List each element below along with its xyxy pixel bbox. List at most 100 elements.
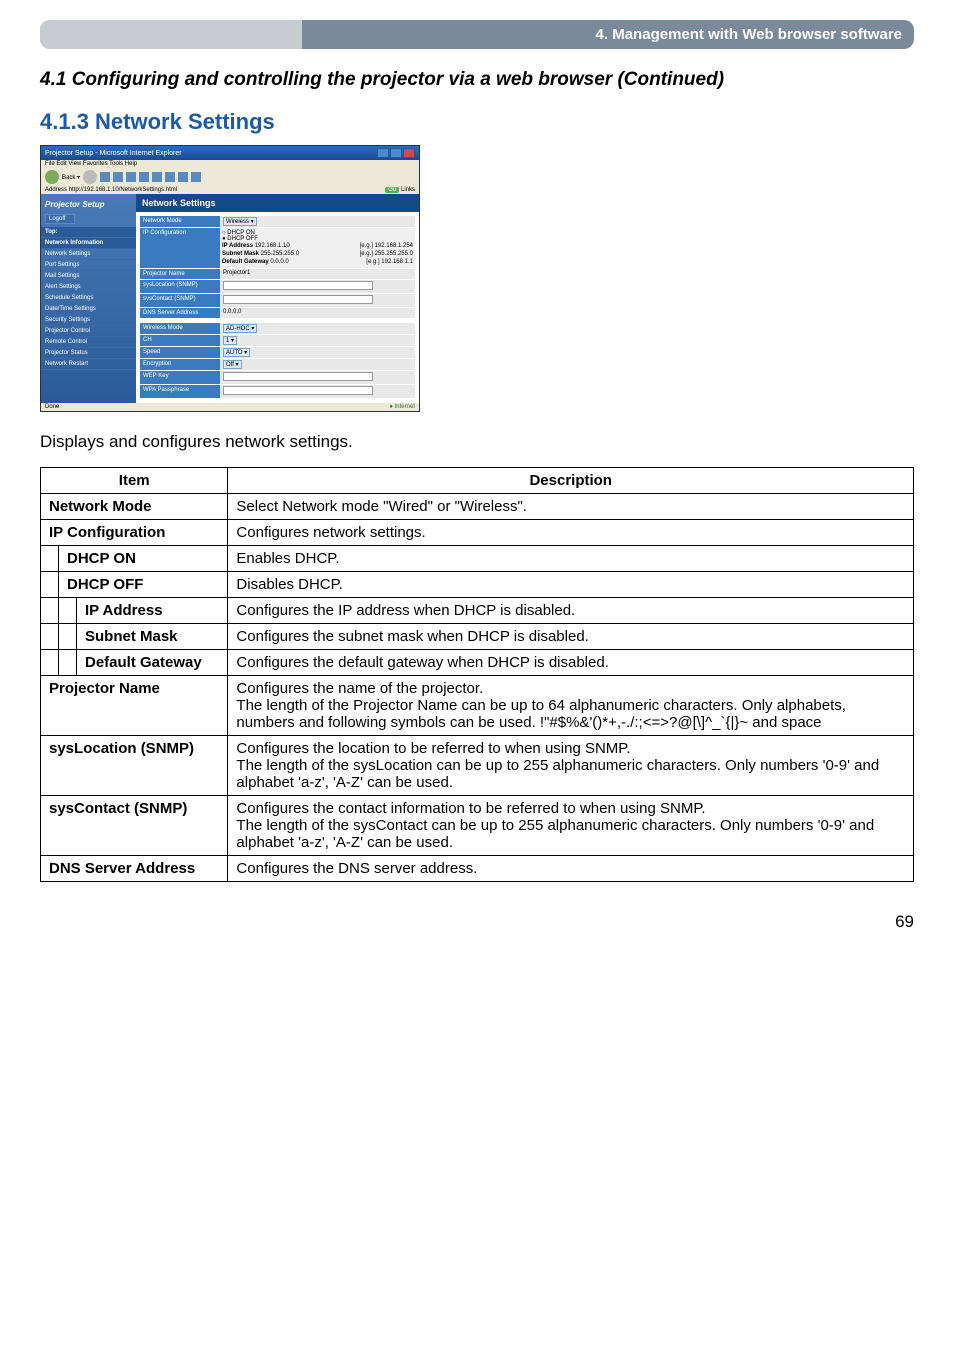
- settings-form: Network Mode Wireless ▾ IP Configuration…: [136, 212, 419, 403]
- address-url: http://192.168.1.10/NetworkSettings.html: [69, 187, 177, 193]
- stop-icon: [100, 172, 110, 182]
- wpa-input: [223, 386, 373, 395]
- speed-select: AUTO ▾: [223, 348, 250, 357]
- speed-label: Speed: [140, 347, 220, 358]
- gateway-value: 0.0.0.0: [270, 259, 288, 265]
- settings-description-table: Item Description Network ModeSelect Netw…: [40, 467, 914, 882]
- syslocation-input: [223, 281, 373, 290]
- table-row: DHCP ONEnables DHCP.: [41, 546, 914, 572]
- subnet-mask-value: 255.255.255.0: [261, 251, 299, 257]
- chapter-title: 4. Management with Web browser software: [596, 26, 902, 43]
- sidebar-item: Remote Control: [41, 337, 136, 348]
- ip-example: [e.g.] 192.168.1.254: [360, 243, 413, 249]
- maximize-icon: [390, 148, 402, 158]
- col-description: Description: [228, 468, 914, 494]
- main-panel: Network Settings Network Mode Wireless ▾…: [136, 194, 419, 403]
- status-internet: Internet: [389, 404, 415, 410]
- table-item: DHCP OFF: [59, 572, 228, 598]
- sidebar-item: Network Settings: [41, 249, 136, 260]
- syscontact-label: sysContact (SNMP): [140, 294, 220, 307]
- projector-name-label: Projector Name: [140, 269, 220, 279]
- wireless-mode-select: AD-HOC ▾: [223, 324, 257, 333]
- back-label: Back ▾: [62, 174, 80, 181]
- table-item: Default Gateway: [77, 650, 228, 676]
- close-icon: [403, 148, 415, 158]
- table-item: IP Address: [77, 598, 228, 624]
- gateway-example: [e.g.] 192.168.1.1: [366, 259, 413, 265]
- table-desc: Configures the location to be referred t…: [228, 736, 914, 796]
- sidebar-item: Security Settings: [41, 315, 136, 326]
- table-item: sysContact (SNMP): [41, 796, 228, 856]
- table-desc: Configures the subnet mask when DHCP is …: [228, 624, 914, 650]
- table-item: Subnet Mask: [77, 624, 228, 650]
- window-titlebar: Projector Setup - Microsoft Internet Exp…: [41, 146, 419, 160]
- page-number: 69: [40, 912, 914, 932]
- back-icon: [45, 170, 59, 184]
- network-settings-screenshot: Projector Setup - Microsoft Internet Exp…: [40, 145, 420, 412]
- address-bar: Address http://192.168.1.10/NetworkSetti…: [41, 186, 419, 194]
- ip-config-label: IP Configuration: [140, 228, 220, 268]
- indent-cell: [41, 598, 59, 624]
- intro-text: Displays and configures network settings…: [40, 432, 914, 452]
- indent-cell: [59, 598, 77, 624]
- sidebar-item: Alert Settings: [41, 282, 136, 293]
- sidebar-item: Mail Settings: [41, 271, 136, 282]
- sidebar-item: Projector Status: [41, 348, 136, 359]
- table-row: IP ConfigurationConfigures network setti…: [41, 520, 914, 546]
- encryption-select: Off ▾: [223, 360, 242, 369]
- search-icon: [139, 172, 149, 182]
- table-item: IP Configuration: [41, 520, 228, 546]
- dns-label: DNS Server Address: [140, 308, 220, 318]
- menubar: File Edit View Favorites Tools Help: [41, 160, 419, 168]
- wep-key-label: WEP Key: [140, 371, 220, 384]
- table-item: DNS Server Address: [41, 856, 228, 882]
- ip-address-value: 192.168.1.10: [255, 243, 290, 249]
- minimize-icon: [377, 148, 389, 158]
- col-item: Item: [41, 468, 228, 494]
- refresh-icon: [113, 172, 123, 182]
- status-done: Done: [45, 404, 59, 410]
- table-row: Subnet MaskConfigures the subnet mask wh…: [41, 624, 914, 650]
- table-desc: Configures network settings.: [228, 520, 914, 546]
- logo: Projector Setup: [41, 198, 136, 211]
- ip-address-label: IP Address: [222, 243, 253, 249]
- indent-cell: [41, 624, 59, 650]
- links-label: Links: [401, 187, 415, 193]
- table-row: DNS Server AddressConfigures the DNS ser…: [41, 856, 914, 882]
- window-buttons: [377, 148, 415, 158]
- mail-icon: [178, 172, 188, 182]
- subsection-title: 4.1.3 Network Settings: [40, 109, 914, 135]
- indent-cell: [41, 572, 59, 598]
- home-icon: [126, 172, 136, 182]
- projector-name-value: Projector1: [220, 269, 415, 279]
- ch-label: CH: [140, 335, 220, 346]
- table-desc: Configures the contact information to be…: [228, 796, 914, 856]
- table-desc: Configures the default gateway when DHCP…: [228, 650, 914, 676]
- sidebar-item: Schedule Settings: [41, 293, 136, 304]
- chapter-header: 4. Management with Web browser software: [40, 20, 914, 49]
- table-row: Network ModeSelect Network mode "Wired" …: [41, 494, 914, 520]
- sidebar-item: Network Restart: [41, 359, 136, 370]
- network-mode-label: Network Mode: [140, 216, 220, 227]
- history-icon: [165, 172, 175, 182]
- table-desc: Select Network mode "Wired" or "Wireless…: [228, 494, 914, 520]
- ch-select: 1 ▾: [223, 336, 237, 345]
- table-row: Projector NameConfigures the name of the…: [41, 676, 914, 736]
- syscontact-input: [223, 295, 373, 304]
- encryption-label: Encryption: [140, 359, 220, 370]
- table-row: DHCP OFFDisables DHCP.: [41, 572, 914, 598]
- table-desc: Configures the IP address when DHCP is d…: [228, 598, 914, 624]
- indent-cell: [41, 650, 59, 676]
- subnet-mask-label: Subnet Mask: [222, 251, 259, 257]
- address-label: Address: [45, 187, 67, 193]
- gateway-label: Default Gateway: [222, 259, 269, 265]
- table-item: sysLocation (SNMP): [41, 736, 228, 796]
- table-row: sysLocation (SNMP)Configures the locatio…: [41, 736, 914, 796]
- sidebar-item: Date/Time Settings: [41, 304, 136, 315]
- wep-key-input: [223, 372, 373, 381]
- panel-title: Network Settings: [136, 194, 419, 212]
- wireless-mode-label: Wireless Mode: [140, 323, 220, 334]
- table-row: Default GatewayConfigures the default ga…: [41, 650, 914, 676]
- indent-cell: [41, 546, 59, 572]
- window-title: Projector Setup - Microsoft Internet Exp…: [45, 150, 182, 157]
